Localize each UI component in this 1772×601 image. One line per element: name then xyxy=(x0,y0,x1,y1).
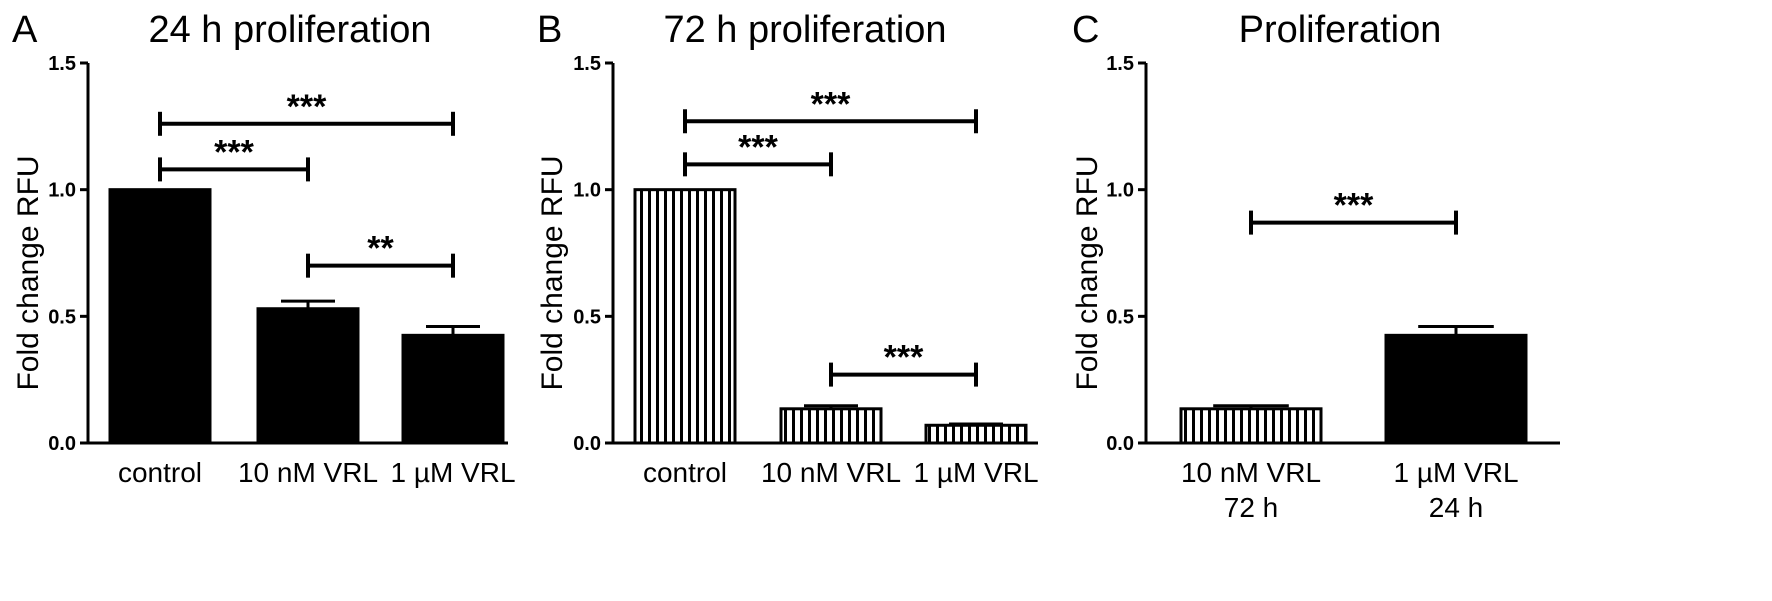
x-tick-label: 1 µM VRL xyxy=(1393,457,1518,488)
bar xyxy=(1384,333,1528,445)
bar xyxy=(401,333,505,445)
x-tick-label: 10 nM VRL xyxy=(238,457,378,488)
y-tick-label: 1.5 xyxy=(1106,53,1134,75)
y-tick-label: 0.5 xyxy=(573,306,601,328)
y-tick-label: 0.5 xyxy=(48,306,76,328)
y-tick-label: 1.0 xyxy=(573,180,601,202)
panel-a: A 24 h proliferation 0.0 0.5 1.0 1.5 Fold chan… xyxy=(12,9,516,488)
y-tick-label: 0.0 xyxy=(1106,433,1134,455)
x-tick-label: control xyxy=(643,457,727,488)
y-tick-label: 0.0 xyxy=(48,433,76,455)
x-tick-label: 24 h xyxy=(1429,492,1484,523)
panel-letter: A xyxy=(12,9,38,51)
chart-title: Proliferation xyxy=(1239,9,1442,51)
y-axis-label: Fold change RFU xyxy=(1071,155,1104,390)
y-tick-label: 0.5 xyxy=(1106,306,1134,328)
x-tick-label: 10 nM VRL xyxy=(1181,457,1321,488)
panel-c: C Proliferation 0.0 0.5 1.0 1.5 Fold change RF… xyxy=(1071,9,1560,523)
significance-label: *** xyxy=(1334,187,1374,225)
significance-label: ** xyxy=(367,230,394,268)
bar xyxy=(1179,407,1323,445)
significance-label: *** xyxy=(811,85,851,123)
bar xyxy=(779,407,883,445)
significance-label: *** xyxy=(884,339,924,377)
x-tick-label: 1 µM VRL xyxy=(390,457,515,488)
x-tick-label: control xyxy=(118,457,202,488)
panel-b: B 72 h proliferation 0.0 0.5 1.0 1.5 Fold chan… xyxy=(536,9,1039,488)
bar xyxy=(256,307,360,445)
significance-label: *** xyxy=(287,88,327,126)
x-tick-label: 72 h xyxy=(1224,492,1279,523)
y-axis-label: Fold change RFU xyxy=(12,155,45,390)
y-tick-label: 1.5 xyxy=(48,53,76,75)
y-tick-label: 1.5 xyxy=(573,53,601,75)
x-tick-label: 10 nM VRL xyxy=(761,457,901,488)
bar xyxy=(924,423,1028,445)
y-tick-label: 1.0 xyxy=(1106,180,1134,202)
significance-label: *** xyxy=(738,128,778,166)
bar xyxy=(108,188,212,445)
significance-label: *** xyxy=(214,133,254,171)
x-tick-label: 1 µM VRL xyxy=(913,457,1038,488)
panel-letter: C xyxy=(1072,9,1099,51)
chart-title: 72 h proliferation xyxy=(663,9,946,51)
chart-title: 24 h proliferation xyxy=(148,9,431,51)
panel-letter: B xyxy=(537,9,562,51)
y-axis-label: Fold change RFU xyxy=(536,155,569,390)
y-tick-label: 1.0 xyxy=(48,180,76,202)
bar xyxy=(633,188,737,445)
y-tick-label: 0.0 xyxy=(573,433,601,455)
